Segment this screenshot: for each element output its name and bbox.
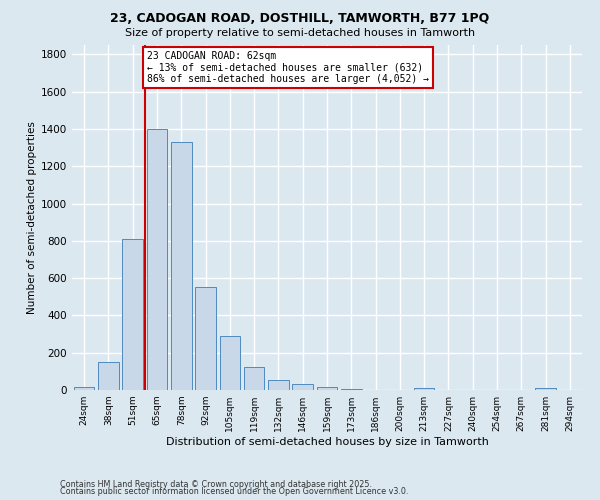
Y-axis label: Number of semi-detached properties: Number of semi-detached properties (27, 121, 37, 314)
Text: 23 CADOGAN ROAD: 62sqm
← 13% of semi-detached houses are smaller (632)
86% of se: 23 CADOGAN ROAD: 62sqm ← 13% of semi-det… (147, 50, 429, 84)
Bar (341, 389, 362, 390)
Bar (195, 288, 216, 390)
Bar (122, 239, 143, 390)
X-axis label: Distribution of semi-detached houses by size in Tamworth: Distribution of semi-detached houses by … (166, 437, 488, 447)
Bar (414, 388, 434, 390)
Bar (317, 387, 337, 390)
Text: Contains HM Land Registry data © Crown copyright and database right 2025.: Contains HM Land Registry data © Crown c… (60, 480, 372, 489)
Bar (244, 366, 265, 390)
Bar (535, 388, 556, 390)
Bar (268, 380, 289, 390)
Text: Size of property relative to semi-detached houses in Tamworth: Size of property relative to semi-detach… (125, 28, 475, 38)
Bar (74, 387, 94, 390)
Text: Contains public sector information licensed under the Open Government Licence v3: Contains public sector information licen… (60, 487, 409, 496)
Bar (171, 142, 191, 390)
Bar (220, 336, 240, 390)
Bar (146, 129, 167, 390)
Bar (98, 362, 119, 390)
Bar (292, 384, 313, 390)
Text: 23, CADOGAN ROAD, DOSTHILL, TAMWORTH, B77 1PQ: 23, CADOGAN ROAD, DOSTHILL, TAMWORTH, B7… (110, 12, 490, 26)
